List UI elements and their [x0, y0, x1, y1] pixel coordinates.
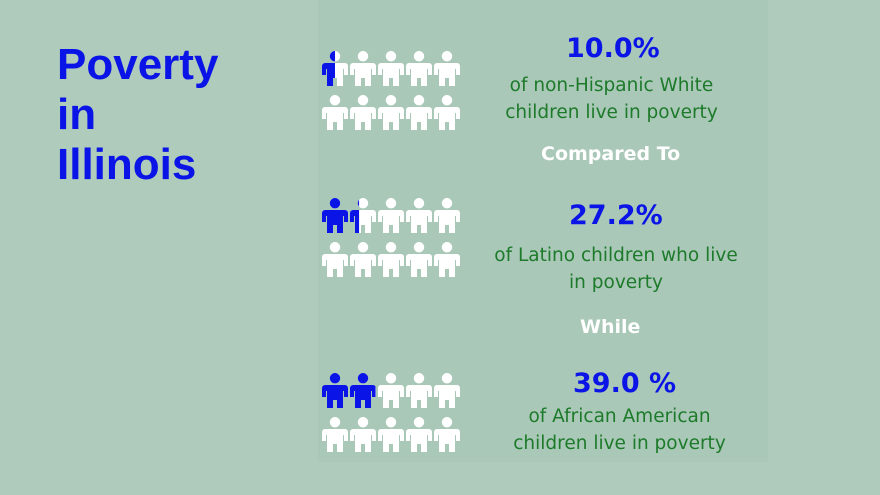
- person-icon: [406, 95, 432, 130]
- person-icon: [406, 51, 432, 86]
- person-icon: [434, 51, 460, 86]
- person-icon: [378, 198, 404, 233]
- pictogram: [322, 198, 460, 277]
- pictogram: [322, 373, 460, 452]
- people-icon-grid: [321, 197, 461, 283]
- person-icon: [322, 417, 348, 452]
- percent-value: 10.0%: [566, 33, 660, 64]
- person-icon-highlighted: [322, 373, 348, 408]
- pictogram: [322, 51, 460, 130]
- person-icon-highlighted: [322, 198, 348, 233]
- person-icon: [322, 95, 348, 130]
- person-icon: [434, 417, 460, 452]
- title-line-3: Illinois: [57, 140, 197, 189]
- person-icon: [434, 198, 460, 233]
- group-description: of Latino children who live in poverty: [476, 242, 756, 296]
- person-icon: [378, 95, 404, 130]
- person-icon: [350, 417, 376, 452]
- person-icon: [378, 51, 404, 86]
- person-icon: [378, 417, 404, 452]
- person-icon: [434, 95, 460, 130]
- group-description: of African American children live in pov…: [492, 403, 747, 457]
- person-icon: [378, 242, 404, 277]
- title-line-1: Poverty: [57, 40, 219, 89]
- person-icon-highlighted: [350, 199, 360, 233]
- description-line: children live in poverty: [505, 102, 718, 123]
- person-icon: [406, 373, 432, 408]
- person-icon-highlighted: [322, 51, 335, 86]
- title-line-2: in: [57, 90, 97, 139]
- group-description: of non-Hispanic White children live in p…: [479, 72, 744, 126]
- person-icon-highlighted: [350, 373, 376, 408]
- person-icon: [350, 242, 376, 277]
- person-icon: [406, 198, 432, 233]
- description-line: of Latino children who live: [494, 245, 738, 266]
- description-line: children live in poverty: [513, 433, 726, 454]
- people-icon-grid: [321, 372, 461, 458]
- people-icon-grid: [321, 50, 461, 136]
- person-icon: [378, 373, 404, 408]
- percent-value: 39.0 %: [573, 368, 677, 399]
- person-icon: [406, 417, 432, 452]
- description-line: of African American: [528, 406, 711, 427]
- person-icon: [434, 242, 460, 277]
- person-icon: [322, 242, 348, 277]
- person-icon: [350, 51, 376, 86]
- description-line: of non-Hispanic White: [509, 75, 714, 96]
- percent-value: 27.2%: [569, 200, 663, 231]
- person-icon: [350, 95, 376, 130]
- connector-text: Compared To: [541, 143, 681, 165]
- page-title: Poverty in Illinois: [57, 40, 218, 190]
- connector-text: While: [580, 316, 641, 338]
- person-icon: [434, 373, 460, 408]
- person-icon: [406, 242, 432, 277]
- description-line: in poverty: [569, 272, 663, 293]
